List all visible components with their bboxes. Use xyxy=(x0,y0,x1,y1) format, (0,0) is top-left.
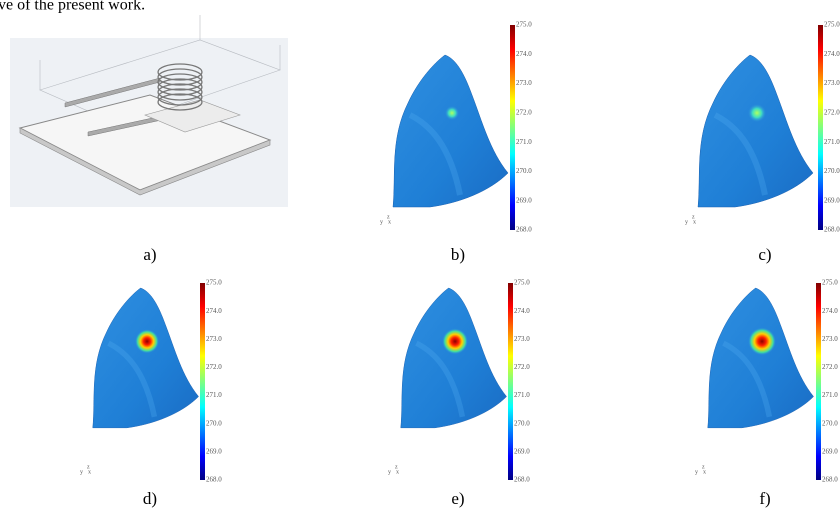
axis-label: x xyxy=(396,469,399,475)
temperature-map xyxy=(393,55,508,207)
hot-spot xyxy=(748,104,766,122)
tissue-surface xyxy=(93,288,199,428)
axis-label: x xyxy=(388,219,391,225)
colorbar xyxy=(200,283,205,480)
colorbar-tick-label: 271.0 xyxy=(824,138,840,146)
axis-label: y xyxy=(380,219,383,225)
colorbar-tick-label: 271.0 xyxy=(206,391,222,399)
colorbar-tick-label: 270.0 xyxy=(514,419,530,427)
colorbar-tick-label: 269.0 xyxy=(206,447,222,455)
colorbar xyxy=(508,283,513,480)
colorbar-tick-label: 273.0 xyxy=(824,79,840,87)
panel-label: f) xyxy=(759,489,770,508)
colorbar-tick-label: 268.0 xyxy=(514,476,530,484)
colorbar-tick-label: 272.0 xyxy=(822,363,838,371)
colorbar-tick-label: 269.0 xyxy=(824,196,840,204)
colorbar xyxy=(510,25,515,230)
axis-label: y xyxy=(80,469,83,475)
colorbar-tick-label: 275.0 xyxy=(824,21,840,29)
colorbar-tick-label: 273.0 xyxy=(206,335,222,343)
colorbar-tick-label: 270.0 xyxy=(516,167,532,175)
colorbar-tick-label: 268.0 xyxy=(516,226,532,234)
colorbar-tick-label: 274.0 xyxy=(822,307,838,315)
axis-label: x xyxy=(88,469,91,475)
tissue-surface xyxy=(708,288,814,428)
temperature-map xyxy=(708,288,814,428)
temperature-map xyxy=(698,55,813,207)
colorbar-tick-label: 274.0 xyxy=(514,307,530,315)
colorbar-tick-label: 269.0 xyxy=(822,447,838,455)
colorbar-tick-label: 273.0 xyxy=(514,335,530,343)
colorbar-tick-label: 272.0 xyxy=(514,363,530,371)
colorbar-tick-label: 274.0 xyxy=(516,50,532,58)
geometry-image xyxy=(10,15,288,207)
colorbar-tick-label: 273.0 xyxy=(516,79,532,87)
colorbar-tick-label: 273.0 xyxy=(822,335,838,343)
colorbar-tick-label: 272.0 xyxy=(206,363,222,371)
hot-spot xyxy=(748,328,776,356)
panel-label: c) xyxy=(758,245,771,264)
colorbar-tick-label: 275.0 xyxy=(516,21,532,29)
colorbar-tick-label: 275.0 xyxy=(206,279,222,287)
axis-label: x xyxy=(703,469,706,475)
panel-label: a) xyxy=(143,245,156,264)
tissue-surface xyxy=(698,55,813,207)
colorbar-tick-label: 270.0 xyxy=(206,419,222,427)
axis-label: x xyxy=(693,219,696,225)
colorbar-tick-label: 271.0 xyxy=(516,138,532,146)
hot-spot xyxy=(135,329,159,353)
colorbar-tick-label: 274.0 xyxy=(206,307,222,315)
colorbar xyxy=(818,25,823,230)
colorbar-tick-label: 275.0 xyxy=(822,279,838,287)
panel-label: b) xyxy=(451,245,465,264)
axis-label: y xyxy=(685,219,688,225)
colorbar-tick-label: 271.0 xyxy=(822,391,838,399)
colorbar-tick-label: 268.0 xyxy=(824,226,840,234)
colorbar xyxy=(816,283,821,480)
tissue-surface xyxy=(401,288,507,428)
colorbar-tick-label: 268.0 xyxy=(822,476,838,484)
colorbar-tick-label: 269.0 xyxy=(516,196,532,204)
temperature-map xyxy=(401,288,507,428)
colorbar-tick-label: 272.0 xyxy=(824,108,840,116)
colorbar-tick-label: 270.0 xyxy=(822,419,838,427)
colorbar-tick-label: 269.0 xyxy=(514,447,530,455)
panel-label: e) xyxy=(451,489,464,508)
colorbar-tick-label: 272.0 xyxy=(516,108,532,116)
colorbar-tick-label: 274.0 xyxy=(824,50,840,58)
hot-spot xyxy=(445,106,459,120)
top-text: ve of the present work. xyxy=(0,0,145,14)
tissue-surface xyxy=(393,55,508,207)
temperature-map xyxy=(93,288,199,428)
colorbar-tick-label: 275.0 xyxy=(514,279,530,287)
panel-label: d) xyxy=(143,489,157,508)
colorbar-tick-label: 271.0 xyxy=(514,391,530,399)
figure: ve of the present work. a) b) 275.0 274.0 27… xyxy=(0,0,840,515)
axis-label: y xyxy=(388,469,391,475)
colorbar-tick-label: 268.0 xyxy=(206,476,222,484)
colorbar-tick-label: 270.0 xyxy=(824,167,840,175)
axis-label: y xyxy=(695,469,698,475)
hot-spot xyxy=(442,328,468,354)
